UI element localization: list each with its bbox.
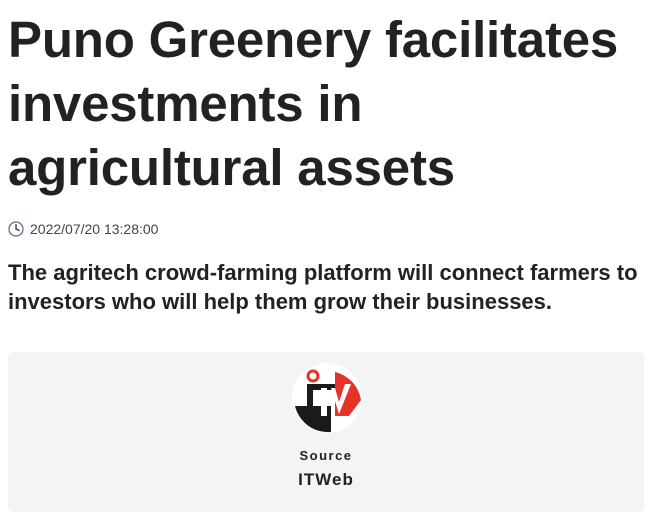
source-label: Source	[299, 448, 353, 463]
itweb-logo[interactable]	[291, 362, 363, 434]
source-name[interactable]: ITWeb	[298, 470, 354, 489]
source-card: Source ITWeb	[8, 352, 644, 512]
article-summary: The agritech crowd-farming platform will…	[8, 260, 638, 314]
article-meta: 2022/07/20 13:28:00	[8, 220, 648, 238]
clock-icon	[8, 221, 24, 237]
article: Puno Greenery facilitates investments in…	[8, 0, 648, 316]
article-title: Puno Greenery facilitates investments in…	[8, 11, 619, 196]
article-timestamp: 2022/07/20 13:28:00	[30, 221, 159, 237]
